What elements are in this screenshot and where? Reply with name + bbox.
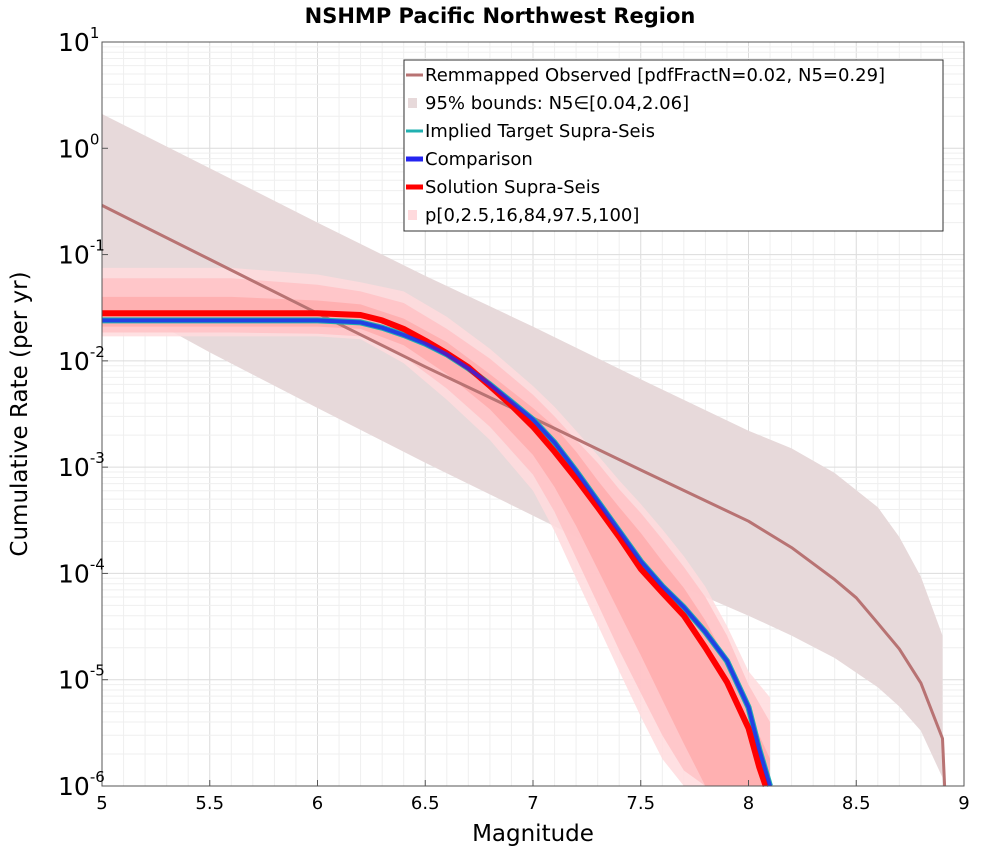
legend-observed-label: Remmapped Observed [pdfFractN=0.02, N5=0… [425,65,885,86]
x-axis-ticks: 5 5.5 6 6.5 7 7.5 8 8.5 9 [96,780,970,814]
legend-95-bounds-swatch [408,98,417,108]
legend-solution-label: Solution Supra-Seis [425,177,600,198]
y-axis-ticks: 101 100 10-1 10-2 10-3 10-4 10-5 10-6 [58,24,108,801]
legend-implied-target-label: Implied Target Supra-Seis [425,121,655,142]
legend-percentiles-label: p[0,2.5,16,84,97.5,100] [425,205,639,226]
y-tick-label: 10-1 [58,237,105,270]
y-tick-label: 101 [58,24,99,57]
legend: Remmapped Observed [pdfFractN=0.02, N5=0… [403,59,944,232]
y-axis-label: Cumulative Rate (per yr) [7,271,33,556]
y-tick-label: 10-5 [58,662,105,695]
x-tick-label: 9 [958,793,969,814]
percentile-16-84-band [102,296,770,786]
y-tick-label: 10-3 [58,449,105,482]
legend-percentiles-swatch [408,210,417,220]
x-tick-label: 5.5 [195,793,224,814]
x-tick-label: 7.5 [626,793,655,814]
y-tick-label: 100 [58,130,99,163]
x-tick-label: 6.5 [411,793,440,814]
x-tick-label: 6 [312,793,323,814]
comparison-series [102,318,772,787]
legend-comparison-label: Comparison [425,149,533,170]
y-tick-label: 10-4 [58,555,105,588]
x-axis-label: Magnitude [472,821,594,847]
y-tick-label: 10-2 [58,343,105,376]
comparison-series-line [102,318,772,787]
chart-title: NSHMP Pacific Northwest Region [305,4,696,28]
solution-series-line [102,310,769,787]
legend-box [403,59,944,232]
x-tick-label: 5 [96,793,107,814]
x-tick-label: 8 [743,793,754,814]
x-tick-label: 7 [527,793,538,814]
legend-95-bounds-label: 95% bounds: N5∈[0.04,2.06] [425,93,689,114]
y-tick-label: 10-6 [58,768,105,801]
series [101,204,947,787]
observed-series-line [101,204,947,787]
x-tick-label: 8.5 [842,793,871,814]
